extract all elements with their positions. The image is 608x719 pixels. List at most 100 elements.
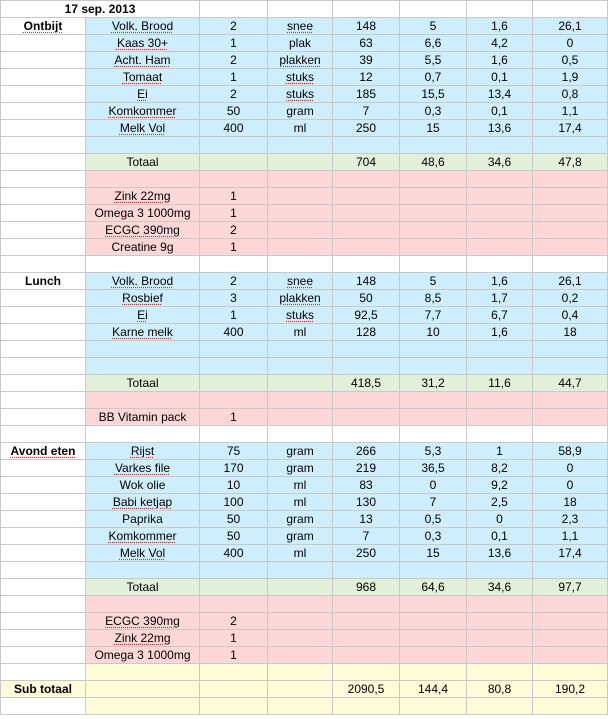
table-cell[interactable]: 7 [332, 102, 401, 120]
table-cell[interactable] [399, 221, 468, 239]
table-cell[interactable] [399, 170, 468, 188]
table-cell[interactable] [267, 255, 334, 273]
table-cell[interactable]: 15,5 [399, 85, 468, 103]
label-cell[interactable] [0, 629, 86, 647]
label-cell[interactable] [0, 527, 86, 545]
table-cell[interactable]: 0,2 [532, 289, 608, 307]
table-cell[interactable]: Komkommer [84, 102, 201, 120]
table-cell[interactable]: ECGC 390mg [84, 221, 201, 239]
table-cell[interactable]: gram [267, 102, 334, 120]
table-cell[interactable]: plakken [267, 289, 334, 307]
table-cell[interactable]: 0,7 [399, 68, 468, 86]
table-cell[interactable] [332, 0, 401, 18]
label-cell[interactable] [0, 578, 86, 596]
label-cell[interactable] [0, 340, 86, 358]
label-cell[interactable] [0, 408, 86, 426]
table-cell[interactable] [532, 595, 608, 613]
table-cell[interactable]: 0 [532, 459, 608, 477]
table-cell[interactable]: 2 [199, 221, 269, 239]
table-cell[interactable]: Melk Vol [84, 119, 201, 137]
table-cell[interactable] [84, 170, 201, 188]
label-cell[interactable] [0, 85, 86, 103]
table-cell[interactable] [199, 595, 269, 613]
table-cell[interactable]: 17,4 [532, 119, 608, 137]
meal-label[interactable]: Ontbijt [0, 17, 86, 35]
table-cell[interactable] [532, 357, 608, 375]
table-cell[interactable]: 58,9 [532, 442, 608, 460]
table-cell[interactable] [332, 187, 401, 205]
label-cell[interactable] [0, 136, 86, 154]
table-cell[interactable]: 50 [332, 289, 401, 307]
table-cell[interactable]: ml [267, 544, 334, 562]
table-cell[interactable]: 1 [199, 68, 269, 86]
table-cell[interactable] [532, 697, 608, 715]
table-cell[interactable]: gram [267, 442, 334, 460]
table-cell[interactable]: 13 [332, 510, 401, 528]
label-cell[interactable] [0, 646, 86, 664]
table-cell[interactable]: 63 [332, 34, 401, 52]
table-cell[interactable] [267, 357, 334, 375]
table-cell[interactable]: stuks [267, 68, 334, 86]
table-cell[interactable] [332, 255, 401, 273]
table-cell[interactable]: 1 [199, 187, 269, 205]
table-cell[interactable]: 47,8 [532, 153, 608, 171]
table-cell[interactable] [332, 238, 401, 256]
table-cell[interactable]: Ei [84, 85, 201, 103]
table-cell[interactable]: 400 [199, 544, 269, 562]
label-cell[interactable] [0, 68, 86, 86]
table-cell[interactable]: 9,2 [466, 476, 534, 494]
table-cell[interactable] [466, 0, 534, 18]
table-cell[interactable] [532, 187, 608, 205]
table-cell[interactable]: Rosbief [84, 289, 201, 307]
table-cell[interactable]: snee [267, 17, 334, 35]
table-cell[interactable] [466, 697, 534, 715]
table-cell[interactable] [199, 391, 269, 409]
table-cell[interactable] [332, 629, 401, 647]
table-cell[interactable]: 0,1 [466, 68, 534, 86]
table-cell[interactable]: 5 [399, 272, 468, 290]
table-cell[interactable] [532, 136, 608, 154]
table-cell[interactable] [466, 425, 534, 443]
label-cell[interactable] [0, 187, 86, 205]
table-cell[interactable] [84, 663, 201, 681]
table-cell[interactable] [532, 255, 608, 273]
table-cell[interactable] [532, 340, 608, 358]
table-cell[interactable]: 1 [199, 204, 269, 222]
table-cell[interactable]: Ei [84, 306, 201, 324]
table-cell[interactable]: plak [267, 34, 334, 52]
table-cell[interactable] [532, 612, 608, 630]
table-cell[interactable] [267, 136, 334, 154]
table-cell[interactable]: 50 [199, 510, 269, 528]
table-cell[interactable] [267, 204, 334, 222]
table-cell[interactable] [267, 646, 334, 664]
label-cell[interactable] [0, 238, 86, 256]
table-cell[interactable]: 148 [332, 272, 401, 290]
table-cell[interactable]: ml [267, 119, 334, 137]
table-cell[interactable]: stuks [267, 85, 334, 103]
table-cell[interactable]: ECGC 390mg [84, 612, 201, 630]
table-cell[interactable]: 1,1 [532, 527, 608, 545]
table-cell[interactable] [399, 255, 468, 273]
table-cell[interactable] [332, 697, 401, 715]
table-cell[interactable]: 15 [399, 119, 468, 137]
label-cell[interactable] [0, 425, 86, 443]
table-cell[interactable] [532, 629, 608, 647]
table-cell[interactable]: 1 [199, 238, 269, 256]
table-cell[interactable]: 185 [332, 85, 401, 103]
table-cell[interactable]: 250 [332, 544, 401, 562]
table-cell[interactable]: stuks [267, 306, 334, 324]
table-cell[interactable]: Zink 22mg [84, 629, 201, 647]
table-cell[interactable]: 418,5 [332, 374, 401, 392]
table-cell[interactable]: 2 [199, 85, 269, 103]
table-cell[interactable] [84, 340, 201, 358]
table-cell[interactable] [332, 391, 401, 409]
table-cell[interactable]: 92,5 [332, 306, 401, 324]
table-cell[interactable]: 0 [532, 476, 608, 494]
table-cell[interactable]: 0 [532, 34, 608, 52]
table-cell[interactable] [199, 136, 269, 154]
table-cell[interactable] [199, 578, 269, 596]
table-cell[interactable]: 10 [199, 476, 269, 494]
table-cell[interactable]: 17,4 [532, 544, 608, 562]
label-cell[interactable] [0, 391, 86, 409]
table-cell[interactable] [466, 187, 534, 205]
